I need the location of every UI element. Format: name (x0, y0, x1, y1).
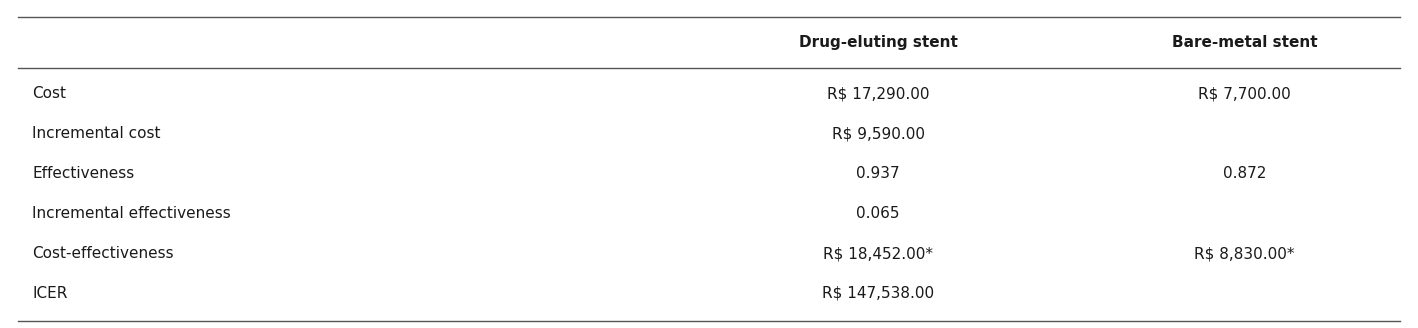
Text: Bare-metal stent: Bare-metal stent (1171, 35, 1317, 50)
Text: R$ 9,590.00: R$ 9,590.00 (832, 126, 925, 141)
Text: 0.065: 0.065 (856, 206, 900, 221)
Text: Effectiveness: Effectiveness (33, 166, 135, 181)
Text: Cost: Cost (33, 86, 67, 101)
Text: R$ 147,538.00: R$ 147,538.00 (822, 286, 934, 301)
Text: 0.872: 0.872 (1222, 166, 1266, 181)
Text: 0.937: 0.937 (856, 166, 900, 181)
Text: Incremental cost: Incremental cost (33, 126, 160, 141)
Text: R$ 17,290.00: R$ 17,290.00 (827, 86, 929, 101)
Text: Drug-eluting stent: Drug-eluting stent (798, 35, 957, 50)
Text: Incremental effectiveness: Incremental effectiveness (33, 206, 231, 221)
Text: R$ 7,700.00: R$ 7,700.00 (1198, 86, 1290, 101)
Text: R$ 18,452.00*: R$ 18,452.00* (824, 246, 933, 261)
Text: R$ 8,830.00*: R$ 8,830.00* (1194, 246, 1295, 261)
Text: ICER: ICER (33, 286, 68, 301)
Text: Cost-effectiveness: Cost-effectiveness (33, 246, 174, 261)
